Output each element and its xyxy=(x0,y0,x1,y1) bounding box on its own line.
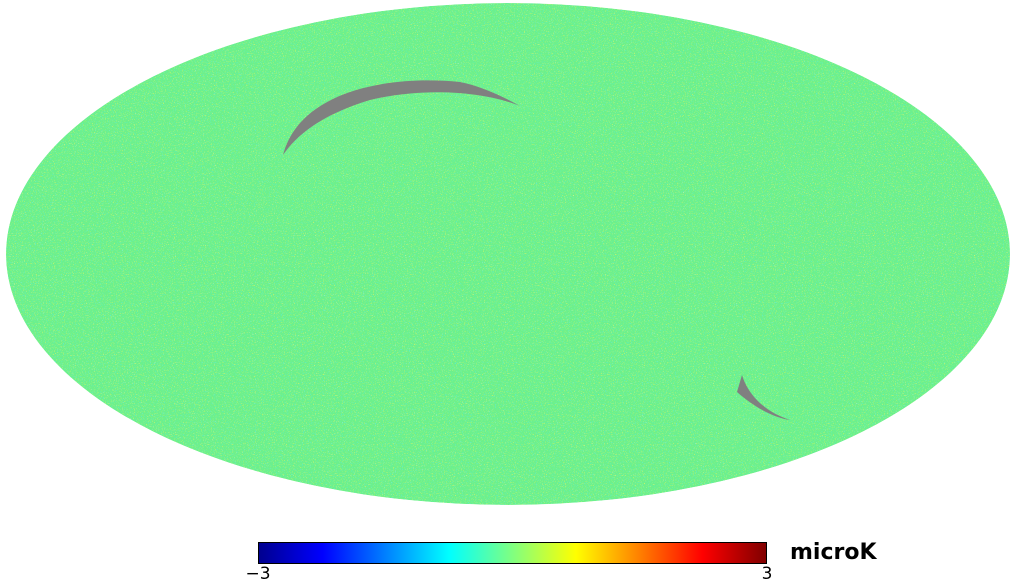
colorbar-max-label: 3 xyxy=(761,564,773,584)
masked-region-south xyxy=(737,375,790,420)
masked-region-north xyxy=(283,80,520,155)
colorbar xyxy=(258,542,767,564)
colorbar-min-label: −3 xyxy=(245,564,271,584)
colorbar-unit-label: microK xyxy=(790,540,877,565)
colorbar-gradient xyxy=(259,543,766,563)
map-noise-texture xyxy=(6,3,1010,505)
map-field xyxy=(6,3,1010,505)
